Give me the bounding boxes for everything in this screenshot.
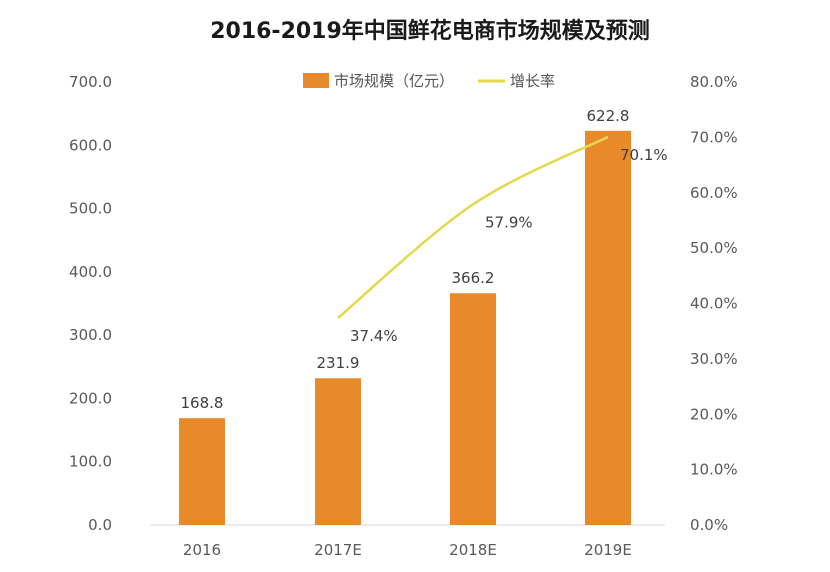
growth-value-label: 70.1% <box>620 146 668 164</box>
right-axis-tick-label: 10.0% <box>690 461 738 479</box>
x-axis-tick-label: 2016 <box>183 541 221 559</box>
right-axis-tick-label: 30.0% <box>690 350 738 368</box>
bar-value-label: 622.8 <box>587 107 630 125</box>
legend-line-label: 增长率 <box>510 72 555 90</box>
left-axis-tick-label: 500.0 <box>69 200 112 218</box>
right-axis-tick-label: 80.0% <box>690 73 738 91</box>
x-axis-tick-label: 2019E <box>584 541 632 559</box>
left-axis-tick-label: 100.0 <box>69 453 112 471</box>
left-axis-tick-label: 300.0 <box>69 326 112 344</box>
bar <box>450 293 496 525</box>
right-axis-tick-label: 50.0% <box>690 239 738 257</box>
x-axis-tick-label: 2017E <box>314 541 362 559</box>
bar-value-label: 366.2 <box>452 269 495 287</box>
right-axis: 0.0% 10.0% 20.0% 30.0% 40.0% 50.0% 60.0% 70.0% 8… <box>690 73 738 534</box>
bar-value-label: 168.8 <box>181 394 224 412</box>
right-axis-tick-label: 20.0% <box>690 405 738 423</box>
legend-bar-swatch <box>303 73 329 88</box>
x-axis-labels: 2016 2017E 2018E 2019E <box>183 541 632 559</box>
bar <box>179 418 225 525</box>
left-axis: 0.0 100.0 200.0 300.0 400.0 500.0 600.0 700.0 <box>69 73 112 534</box>
left-axis-tick-label: 600.0 <box>69 136 112 154</box>
bar <box>315 378 361 525</box>
left-axis-tick-label: 0.0 <box>88 516 112 534</box>
growth-value-label: 37.4% <box>350 327 398 345</box>
x-axis-tick-label: 2018E <box>449 541 497 559</box>
bar <box>585 130 631 525</box>
left-axis-tick-label: 400.0 <box>69 263 112 281</box>
growth-value-label: 57.9% <box>485 213 533 231</box>
right-axis-tick-label: 60.0% <box>690 184 738 202</box>
right-axis-tick-label: 0.0% <box>690 516 728 534</box>
legend: 市场规模（亿元） 增长率 <box>303 72 555 90</box>
growth-labels-group: 37.4% 57.9% 70.1% <box>350 146 668 345</box>
bar-value-label: 231.9 <box>317 354 360 372</box>
left-axis-tick-label: 700.0 <box>69 73 112 91</box>
right-axis-tick-label: 40.0% <box>690 295 738 313</box>
left-axis-tick-label: 200.0 <box>69 389 112 407</box>
bar-labels-group: 168.8 231.9 366.2 622.8 <box>181 107 630 412</box>
right-axis-tick-label: 70.0% <box>690 128 738 146</box>
bars-group <box>179 130 631 525</box>
legend-bar-label: 市场规模（亿元） <box>334 72 454 90</box>
growth-line-group <box>337 135 609 319</box>
chart-title: 2016-2019年中国鲜花电商市场规模及预测 <box>210 18 650 44</box>
growth-line <box>337 135 609 319</box>
